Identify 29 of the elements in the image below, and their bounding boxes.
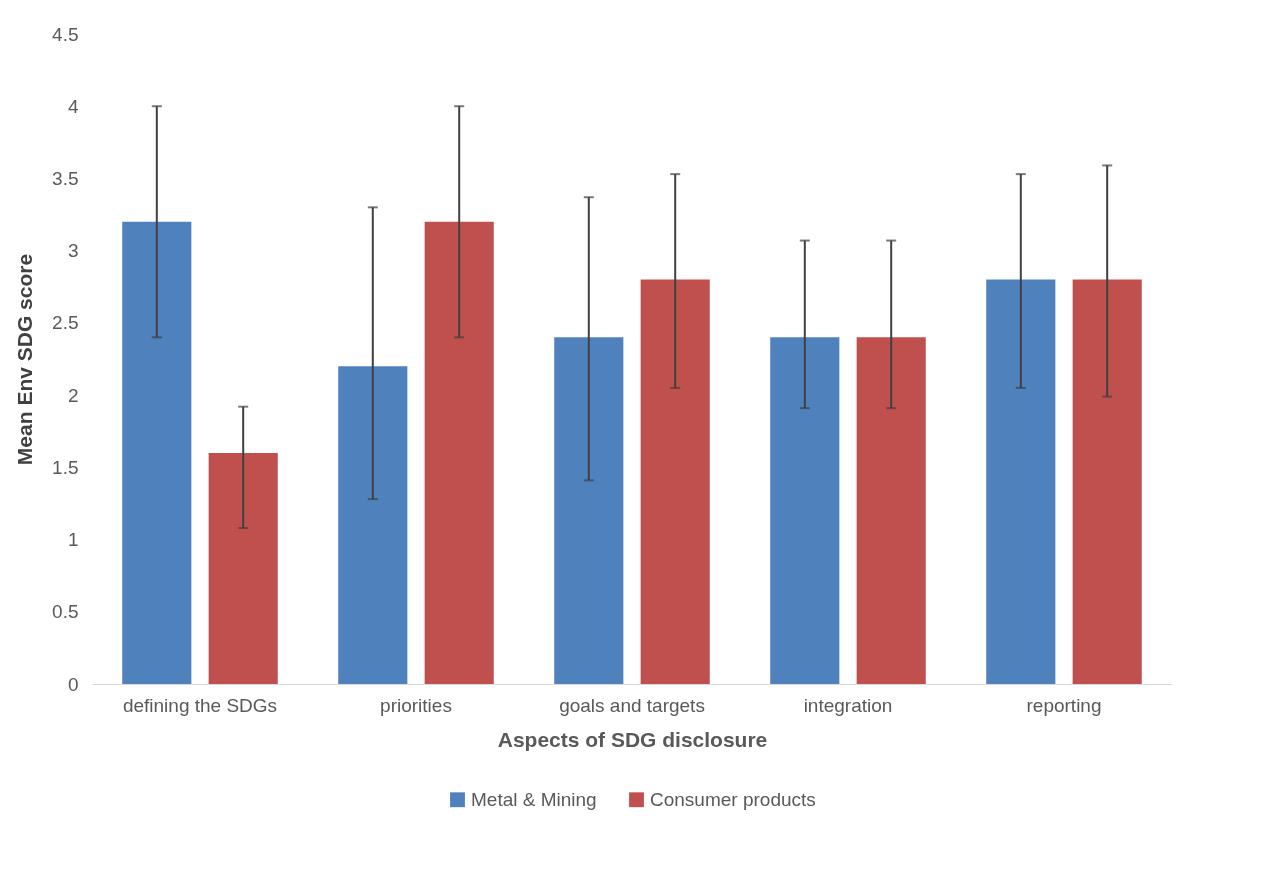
legend-label: Consumer products — [650, 788, 816, 810]
legend-label: Metal & Mining — [471, 788, 597, 810]
bar — [338, 366, 408, 684]
bar — [122, 221, 192, 684]
y-tick-label: 4.5 — [52, 23, 79, 45]
y-tick-label: 2 — [67, 384, 79, 406]
bar — [1072, 279, 1142, 684]
x-tick-label: defining the SDGs — [122, 694, 278, 716]
y-tick-label: 3 — [67, 240, 79, 262]
bar — [986, 279, 1056, 684]
bar — [770, 337, 840, 684]
bar — [554, 337, 624, 684]
y-tick-label: 2.5 — [52, 312, 79, 334]
x-tick-label: goals and targets — [559, 694, 705, 716]
bar — [208, 452, 278, 684]
y-tick-label: 4 — [67, 95, 79, 117]
y-tick-label: 1 — [67, 529, 79, 551]
x-axis-title: Aspects of SDG disclosure — [497, 727, 768, 751]
x-tick-label: integration — [803, 694, 893, 716]
bar — [424, 221, 494, 684]
x-tick-label: priorities — [380, 694, 452, 716]
bar — [856, 337, 926, 684]
y-tick-label: 0 — [67, 673, 79, 695]
y-tick-label: 1.5 — [52, 456, 79, 478]
y-tick-label: 3.5 — [52, 167, 79, 189]
y-tick-label: 0.5 — [52, 601, 79, 623]
y-axis-title: Mean Env SDG score — [13, 253, 37, 466]
bar — [640, 279, 710, 684]
x-tick-label: reporting — [1026, 694, 1102, 716]
